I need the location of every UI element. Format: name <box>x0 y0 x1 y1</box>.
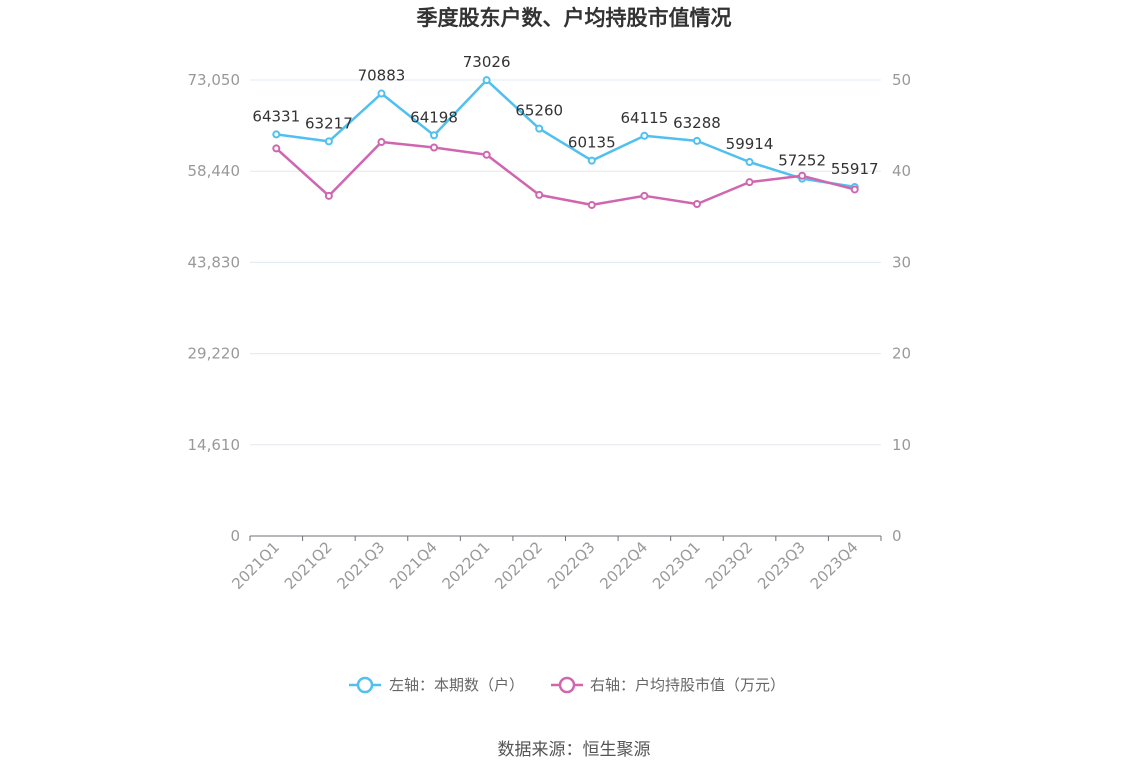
right-tick-label: 50 <box>892 71 911 89</box>
data-point <box>587 200 596 209</box>
data-label: 70883 <box>358 67 406 85</box>
right-tick-label: 30 <box>892 253 911 271</box>
left-tick-label: 14,610 <box>188 436 241 454</box>
left-axis-ticks: 0 14,610 29,220 43,830 58,440 73,050 <box>188 71 241 545</box>
data-point <box>745 178 754 187</box>
left-tick-label: 43,830 <box>188 253 241 271</box>
data-point <box>640 131 649 140</box>
data-point <box>272 144 281 153</box>
data-labels: 64331 63217 70883 64198 73026 65260 60135 64115… <box>252 53 878 178</box>
left-tick-label: 73,050 <box>188 71 241 89</box>
data-label: 60135 <box>568 134 616 152</box>
right-tick-label: 20 <box>892 345 911 363</box>
chart-title: 季度股东户数、户均持股市值情况 <box>417 6 732 30</box>
legend-label: 左轴：本期数（户） <box>389 676 524 694</box>
data-point <box>692 200 701 209</box>
data-point <box>535 190 544 199</box>
x-tick-label: 2023Q4 <box>807 538 862 593</box>
data-point <box>587 156 596 165</box>
grid <box>250 79 881 446</box>
right-tick-label: 40 <box>892 162 911 180</box>
x-tick-label: 2021Q4 <box>386 538 441 593</box>
data-point <box>482 150 491 159</box>
data-label: 64115 <box>621 109 669 127</box>
data-point <box>324 191 333 200</box>
x-tick-label: 2022Q3 <box>544 538 599 593</box>
x-tick-label: 2022Q4 <box>596 538 651 593</box>
series-lines <box>275 78 856 207</box>
data-point <box>798 171 807 180</box>
data-label: 57252 <box>778 152 826 170</box>
data-label: 64331 <box>252 107 300 125</box>
data-label: 63288 <box>673 114 721 132</box>
legend: 左轴：本期数（户） 右轴：户均持股市值（万元） <box>349 676 785 694</box>
x-tick-label: 2021Q3 <box>333 538 388 593</box>
data-label: 73026 <box>463 53 511 71</box>
data-point <box>640 191 649 200</box>
data-point <box>377 89 386 98</box>
series-line <box>275 140 856 207</box>
x-tick-label: 2021Q2 <box>281 538 336 593</box>
x-tick-label: 2022Q2 <box>491 538 546 593</box>
legend-marker <box>558 676 576 694</box>
legend-label: 右轴：户均持股市值（万元） <box>590 676 785 694</box>
series-line <box>276 78 855 189</box>
data-label: 59914 <box>726 135 774 153</box>
data-point <box>377 138 386 147</box>
x-tick-label: 2022Q1 <box>439 538 494 593</box>
left-tick-label: 29,220 <box>188 345 241 363</box>
x-tick-label: 2023Q3 <box>754 538 809 593</box>
data-label: 64198 <box>410 108 458 126</box>
x-tick-label: 2023Q2 <box>702 538 757 593</box>
x-tick-label: 2021Q1 <box>228 538 283 593</box>
data-point <box>272 130 281 139</box>
series-points <box>272 76 859 209</box>
data-label: 63217 <box>305 114 353 132</box>
right-axis-ticks: 0 10 20 30 40 50 <box>892 71 911 545</box>
data-label: 55917 <box>831 160 879 178</box>
x-tick-label: 2023Q1 <box>649 538 704 593</box>
left-tick-label: 0 <box>230 527 240 545</box>
data-point <box>482 76 491 85</box>
legend-marker <box>356 676 374 694</box>
left-tick-label: 58,440 <box>188 162 241 180</box>
data-point <box>430 131 439 140</box>
data-point <box>850 185 859 194</box>
data-label: 65260 <box>515 102 563 120</box>
data-point <box>692 136 701 145</box>
right-tick-label: 0 <box>892 527 902 545</box>
data-point <box>535 124 544 133</box>
right-tick-label: 10 <box>892 436 911 454</box>
data-point <box>430 143 439 152</box>
source-note: 数据来源：恒生聚源 <box>498 740 651 760</box>
data-point <box>324 137 333 146</box>
x-axis: 2021Q12021Q22021Q32021Q42022Q12022Q22022… <box>228 535 882 593</box>
legend-item: 左轴：本期数（户） <box>349 676 524 694</box>
legend-item: 右轴：户均持股市值（万元） <box>551 676 785 694</box>
data-point <box>745 157 754 166</box>
